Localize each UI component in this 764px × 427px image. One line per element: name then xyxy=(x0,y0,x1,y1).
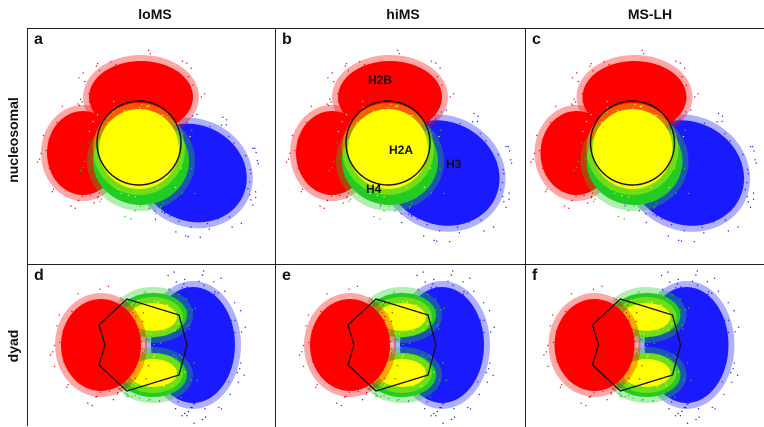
yellow-cloud-h2a xyxy=(88,100,191,198)
scatter-dyad-ms-lh xyxy=(543,270,740,424)
red-cloud-dyad xyxy=(543,285,643,407)
panel-b: b H2B H2A H3 H4 xyxy=(276,29,526,265)
yellow-cloud-bottom xyxy=(616,353,680,393)
yellow-cloud-h2a xyxy=(337,100,440,198)
yellow-cloud-top xyxy=(122,297,183,337)
panel-label-d: d xyxy=(34,267,44,284)
nucleosome-circle xyxy=(589,100,676,186)
column-header-ms-lh: MS-LH xyxy=(627,6,673,22)
scatter-dyad-loms xyxy=(49,270,246,424)
panel-a: a xyxy=(28,29,276,265)
red-cloud-h2b xyxy=(326,49,455,144)
row-header-nucleosomal: nucleosomal xyxy=(5,97,21,183)
nucleosome-circle xyxy=(345,100,431,186)
panel-c: c xyxy=(526,29,764,265)
panel-grid: a b H2B H2A H3 H4 c d e f xyxy=(27,28,764,427)
scatter-nucleosomal-hims xyxy=(285,49,513,243)
column-header-hims: hiMS xyxy=(386,6,420,22)
dyad-outline xyxy=(98,298,188,392)
scatter-nucleosomal-loms xyxy=(36,49,259,238)
yellow-cloud-bottom xyxy=(123,353,186,393)
red-cloud-h2b xyxy=(77,49,206,144)
label-h2b: H2B xyxy=(368,73,393,87)
panel-label-e: e xyxy=(282,267,291,284)
scatter-dyad-hims xyxy=(298,270,495,424)
yellow-cloud-top xyxy=(616,297,677,337)
label-h3: H3 xyxy=(446,157,462,171)
panel-label-c: c xyxy=(532,31,541,48)
panel-f: f xyxy=(526,265,764,427)
row-header-dyad: dyad xyxy=(5,329,21,363)
red-cloud-dyad xyxy=(49,285,150,407)
yellow-cloud-top xyxy=(371,297,432,337)
column-header-loms: loMS xyxy=(138,6,172,22)
panel-d: d xyxy=(28,265,276,427)
label-h2a: H2A xyxy=(389,143,414,157)
label-h4: H4 xyxy=(366,182,382,196)
red-cloud-dyad xyxy=(298,285,399,407)
panel-e: e xyxy=(276,265,526,427)
dyad-outline xyxy=(591,298,682,392)
nucleosome-circle xyxy=(96,100,182,186)
yellow-cloud-h2a xyxy=(582,100,685,198)
red-cloud-h2b xyxy=(570,49,699,144)
scatter-nucleosomal-ms-lh xyxy=(530,49,757,243)
panel-label-a: a xyxy=(34,31,43,48)
dyad-outline xyxy=(347,298,437,392)
panel-label-f: f xyxy=(532,267,538,284)
panel-label-b: b xyxy=(282,31,292,48)
yellow-cloud-bottom xyxy=(372,353,435,393)
